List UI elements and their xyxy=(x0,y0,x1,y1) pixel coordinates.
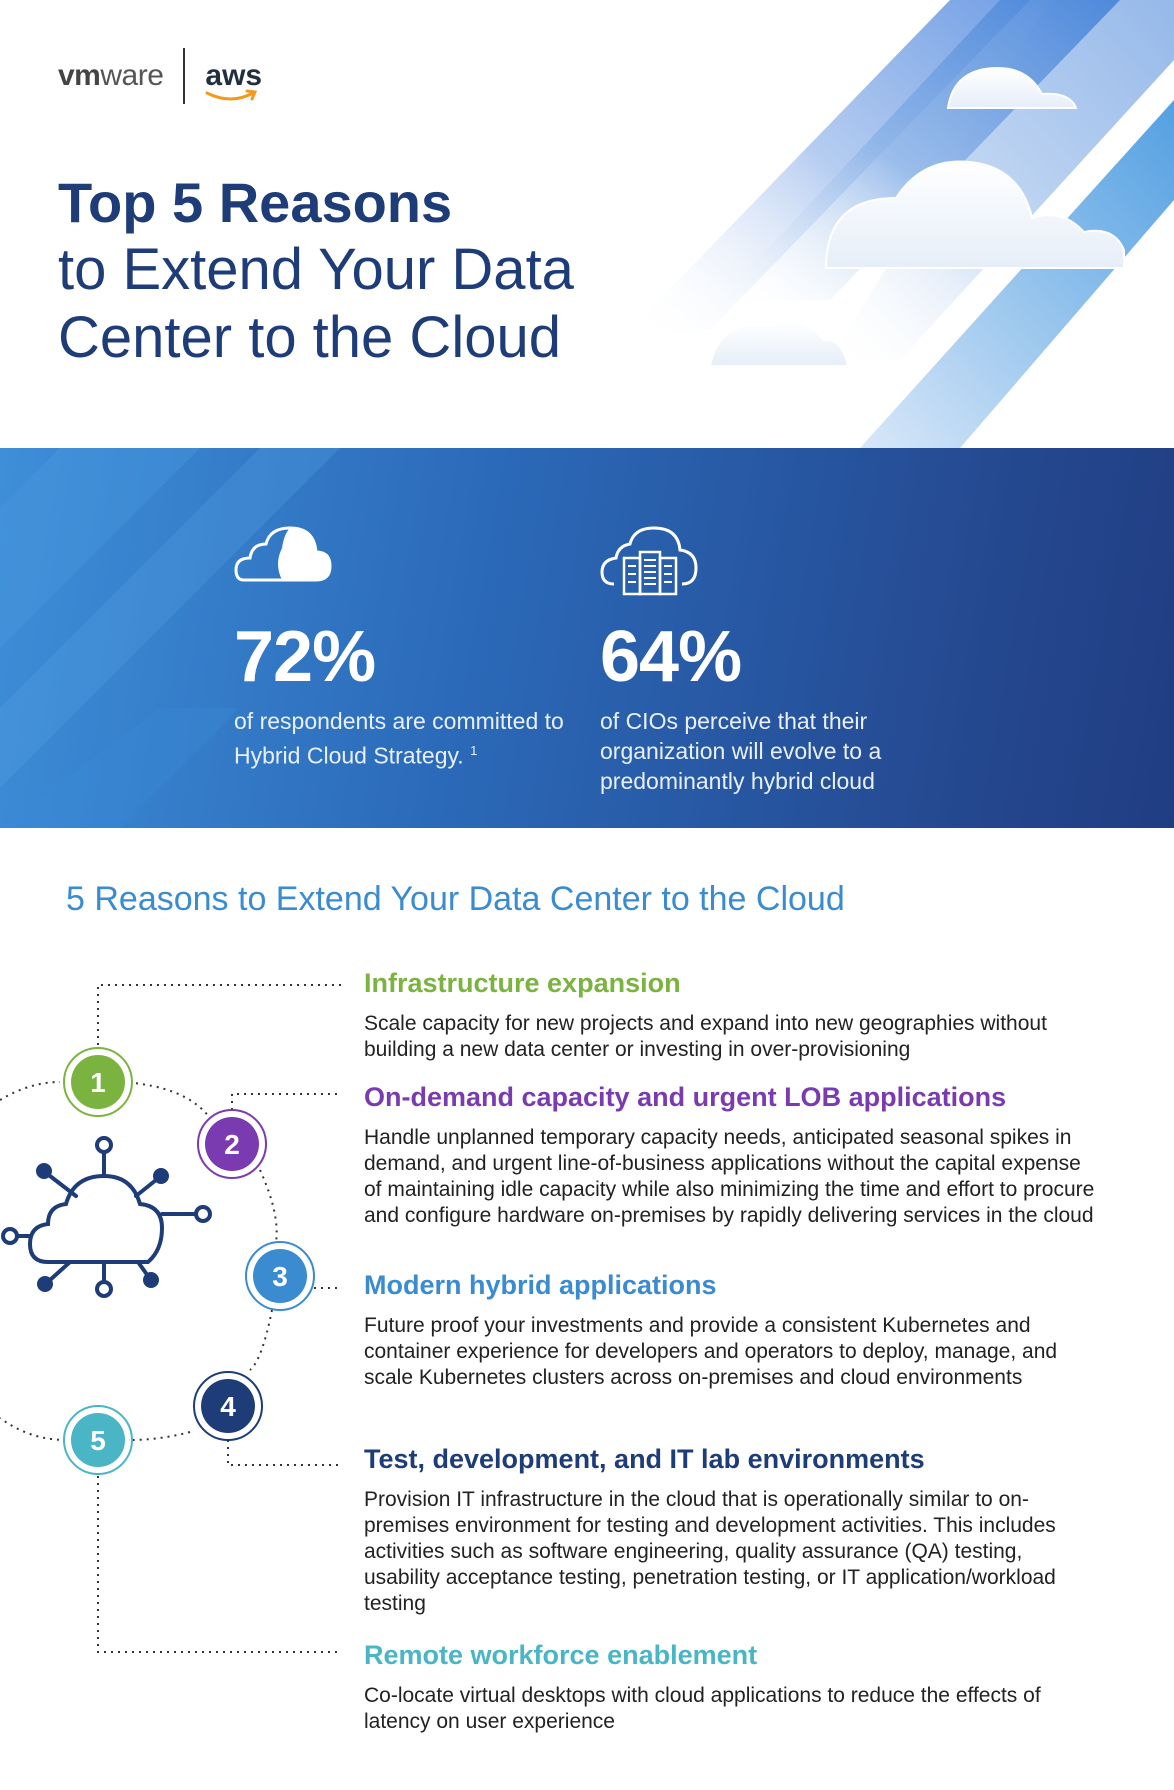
stats-band: 72% of respondents are committed to Hybr… xyxy=(0,448,1174,828)
stat-hybrid-commitment: 72% of respondents are committed to Hybr… xyxy=(234,524,564,794)
reason-title: Modern hybrid applications xyxy=(364,1270,717,1300)
cloud-network-icon xyxy=(1,1136,212,1298)
page-title-line-1: Top 5 Reasons xyxy=(58,171,453,234)
reasons-diagram: 1 2 3 4 5 xyxy=(0,984,342,1653)
stat-value: 72% xyxy=(234,617,376,697)
reason-infrastructure-expansion: Infrastructure expansion Scale capacity … xyxy=(364,968,1104,1063)
reason-remote-workforce: Remote workforce enablement Co-locate vi… xyxy=(364,1640,1104,1735)
cloud-server-icon xyxy=(600,526,698,596)
reason-number: 1 xyxy=(90,1067,106,1098)
reason-number-badge-5: 5 xyxy=(63,1405,133,1475)
reason-title: Remote workforce enablement xyxy=(364,1640,758,1670)
reason-number: 2 xyxy=(224,1129,240,1160)
reason-body: Scale capacity for new projects and expa… xyxy=(364,1012,1047,1061)
reason-body: Provision IT infrastructure in the cloud… xyxy=(364,1488,1056,1615)
aws-smile-icon xyxy=(205,89,258,101)
header: vmware aws Top 5 Reasons to Extend Your … xyxy=(0,0,1174,448)
footnote-marker: 1 xyxy=(470,743,478,758)
page-title-line-2: to Extend Your Data xyxy=(58,237,574,302)
stat-description: of respondents are committed to Hybrid C… xyxy=(234,708,564,769)
reason-number-badge-4: 4 xyxy=(193,1371,263,1441)
stat-description: of CIOs perceive that their organization… xyxy=(600,708,882,794)
reason-number-badge-2: 2 xyxy=(197,1109,267,1179)
reason-number-badge-3: 3 xyxy=(245,1241,315,1311)
band-stripes xyxy=(0,448,340,828)
reason-body: Future proof your investments and provid… xyxy=(364,1314,1058,1389)
aws-logo: aws xyxy=(205,59,262,101)
reasons-section-title: 5 Reasons to Extend Your Data Center to … xyxy=(66,880,845,918)
stat-cio-perception: 64% of CIOs perceive that their organiza… xyxy=(600,524,940,794)
reason-number: 3 xyxy=(272,1261,288,1292)
reason-title: On-demand capacity and urgent LOB applic… xyxy=(364,1082,1007,1112)
vmware-logo: vmware xyxy=(58,59,164,92)
reason-body: Co-locate virtual desktops with cloud ap… xyxy=(364,1684,1041,1733)
reason-title: Test, development, and IT lab environmen… xyxy=(364,1444,925,1474)
page-title-line-3: Center to the Cloud xyxy=(58,305,561,370)
reason-number-badge-1: 1 xyxy=(63,1047,133,1117)
sky-clouds-illustration xyxy=(630,0,1174,448)
reason-on-demand-capacity: On-demand capacity and urgent LOB applic… xyxy=(364,1082,1104,1229)
stat-value: 64% xyxy=(600,617,742,697)
reason-test-dev-lab: Test, development, and IT lab environmen… xyxy=(364,1444,1104,1617)
reason-modern-hybrid-apps: Modern hybrid applications Future proof … xyxy=(364,1270,1104,1391)
logo-divider xyxy=(183,48,186,104)
reason-number: 4 xyxy=(220,1391,236,1422)
reason-number: 5 xyxy=(90,1425,106,1456)
reason-body: Handle unplanned temporary capacity need… xyxy=(364,1126,1095,1227)
cloud-icon xyxy=(234,526,332,582)
brand-logos: vmware aws xyxy=(58,48,262,104)
reason-title: Infrastructure expansion xyxy=(364,968,681,998)
